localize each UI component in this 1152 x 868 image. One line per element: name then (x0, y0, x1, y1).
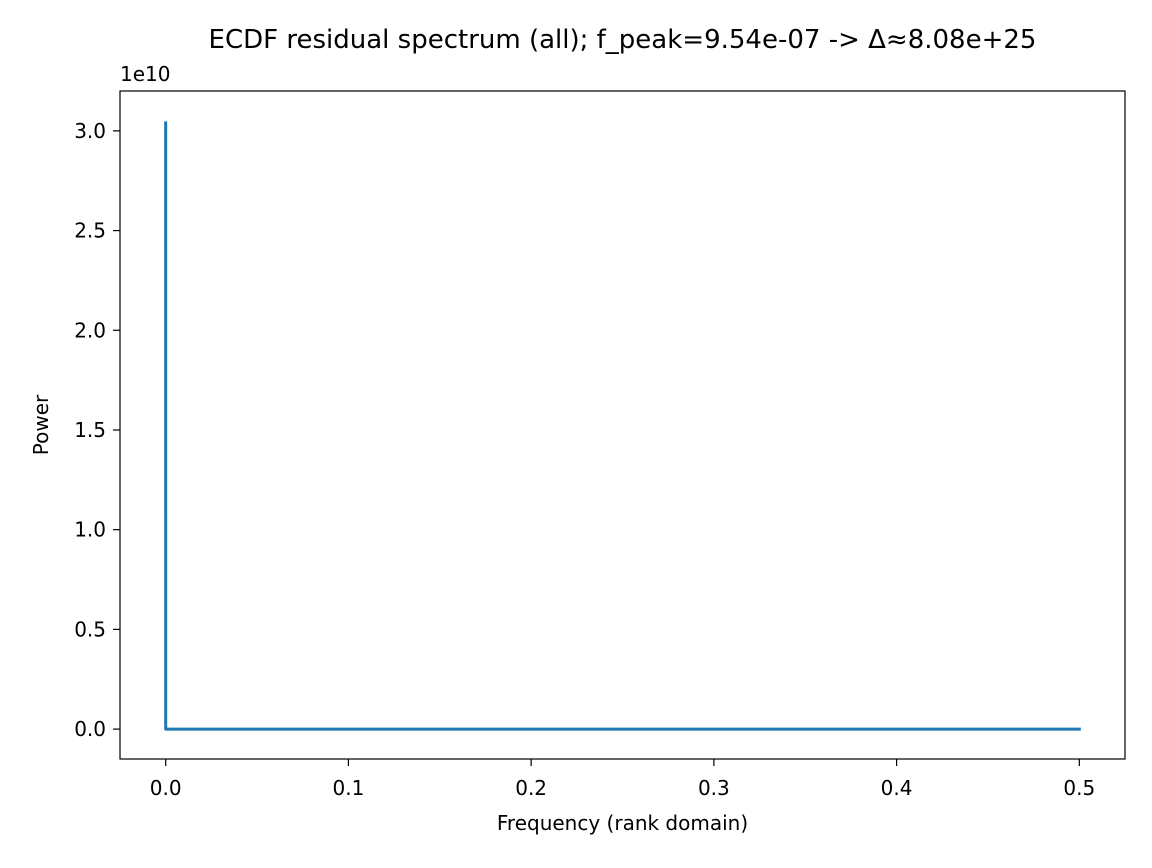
series-group (164, 121, 1081, 731)
x-tick-label: 0.0 (150, 776, 182, 800)
x-tick-label: 0.5 (1063, 776, 1095, 800)
y-axis-offset-label: 1e10 (120, 62, 170, 86)
x-tick-label: 0.3 (698, 776, 730, 800)
y-tick-label: 1.0 (74, 518, 106, 542)
y-tick-label: 3.0 (74, 119, 106, 143)
y-axis-label: Power (29, 394, 53, 455)
series-line-0 (164, 121, 1081, 731)
y-tick-label: 2.5 (74, 219, 106, 243)
chart-title: ECDF residual spectrum (all); f_peak=9.5… (209, 25, 1037, 55)
x-tick-label: 0.4 (881, 776, 913, 800)
x-axis-label: Frequency (rank domain) (497, 811, 748, 835)
x-axis: 0.0 0.1 0.2 0.3 0.4 0.5 (150, 759, 1095, 800)
y-tick-label: 0.5 (74, 617, 106, 641)
x-tick-label: 0.1 (333, 776, 365, 800)
y-tick-label: 1.5 (74, 418, 106, 442)
y-tick-label: 0.0 (74, 717, 106, 741)
x-tick-label: 0.2 (515, 776, 547, 800)
y-tick-label: 2.0 (74, 318, 106, 342)
y-axis: 0.0 0.5 1.0 1.5 2.0 2.5 3.0 (74, 119, 120, 741)
plot-frame (119, 90, 1126, 760)
